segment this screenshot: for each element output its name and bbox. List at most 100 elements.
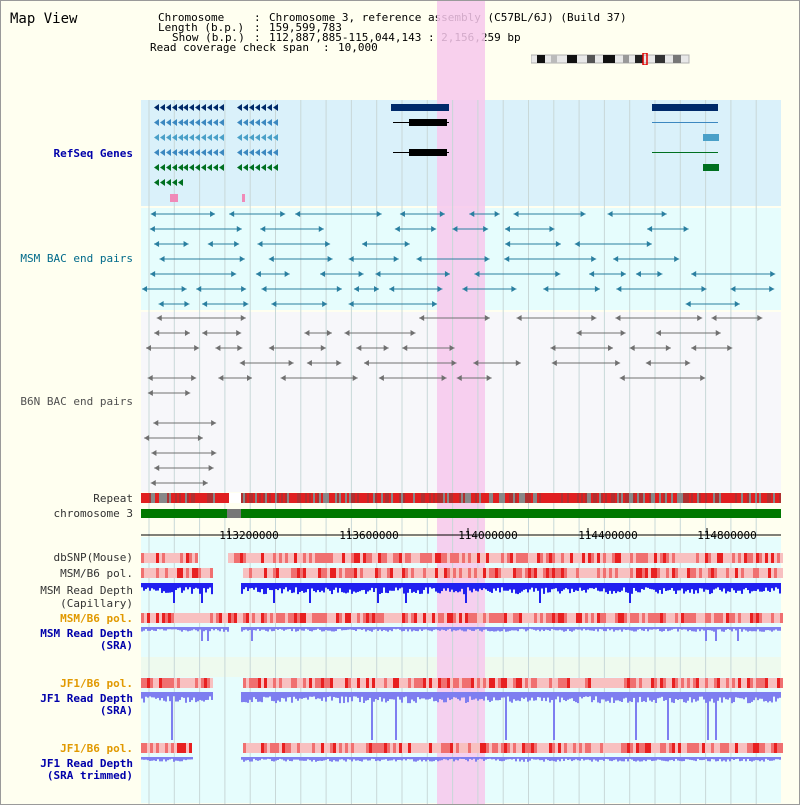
- jf1-b6-pol2-cell: [426, 743, 429, 753]
- msm-b6-pol2-cell: [216, 613, 219, 623]
- msm-capillary-depth-bar: [727, 583, 729, 592]
- repeat-segment: [709, 493, 711, 503]
- dbsnp-cell: [627, 553, 630, 563]
- jf1-sra-depth-bar: [247, 692, 249, 703]
- jf1-b6-pol-cell: [363, 678, 366, 688]
- jf1-b6-pol-cell: [255, 678, 258, 688]
- repeat-segment: [145, 493, 147, 503]
- msm-capillary-depth-bar: [383, 583, 385, 588]
- msm-sra-depth-bar: [187, 627, 189, 632]
- msm-capillary-depth-bar: [341, 583, 343, 593]
- msm-sra-depth-bar: [201, 627, 203, 641]
- jf1-sra-depth-bar: [765, 692, 767, 701]
- msm-sra-depth-bar: [427, 627, 429, 631]
- msm-bac-pair-end: [555, 241, 561, 247]
- msm-b6-pol-cell: [555, 568, 558, 578]
- repeat-segment: [733, 493, 735, 503]
- jf1-sra-trimmed-depth-bar: [247, 757, 249, 761]
- jf1-sra-depth-bar: [749, 692, 751, 704]
- jf1-sra-trimmed-depth-bar: [529, 757, 531, 761]
- msm-capillary-depth-bar: [497, 583, 499, 588]
- msm-b6-pol-cell: [357, 568, 360, 578]
- msm-sra-depth-bar: [389, 627, 391, 631]
- repeat-segment: [737, 493, 739, 503]
- repeat-segment: [249, 493, 251, 503]
- msm-b6-pol2-cell: [483, 613, 486, 623]
- msm-sra-depth-bar: [695, 627, 697, 632]
- msm-capillary-depth-bar: [591, 583, 593, 589]
- msm-sra-depth-bar: [263, 627, 265, 630]
- msm-b6-pol2-cell: [429, 613, 432, 623]
- msm-capillary-depth-bar: [275, 583, 277, 589]
- jf1-b6-pol-cell: [438, 678, 441, 688]
- jf1-b6-pol2-cell: [366, 743, 369, 753]
- repeat-segment: [471, 493, 473, 503]
- msm-sra-depth-bar: [325, 627, 327, 631]
- msm-capillary-depth-bar: [423, 583, 425, 590]
- msm-sra-depth-bar: [747, 627, 749, 632]
- repeat-segment: [557, 493, 559, 503]
- msm-b6-pol2-cell: [537, 613, 540, 623]
- msm-b6-pol2-cell: [303, 613, 306, 623]
- msm-sra-depth-bar: [561, 627, 563, 631]
- chromosome-ideogram[interactable]: [531, 53, 691, 65]
- msm-b6-pol2-cell: [261, 613, 264, 623]
- msm-sra-depth-bar: [507, 627, 509, 632]
- msm-b6-pol-cell: [726, 568, 729, 578]
- jf1-sra-depth-bar: [779, 692, 781, 698]
- jf1-sra-trimmed-depth-bar: [621, 757, 623, 762]
- repeat-segment: [459, 493, 461, 503]
- jf1-sra-depth-bar: [507, 692, 509, 697]
- msm-sra-depth-bar: [579, 627, 581, 630]
- msm-b6-pol-cell: [147, 568, 150, 578]
- dbsnp-cell: [279, 553, 282, 563]
- jf1-sra-depth-bar: [183, 692, 185, 698]
- msm-capillary-depth-bar: [149, 583, 151, 591]
- jf1-sra-trimmed-depth-bar: [717, 757, 719, 762]
- repeat-segment: [181, 493, 183, 503]
- msm-capillary-depth-bar: [545, 583, 547, 588]
- dbsnp-cell: [168, 553, 171, 563]
- msm-capillary-depth-bar: [333, 583, 335, 590]
- jf1-b6-pol-cell: [258, 678, 261, 688]
- msm-b6-pol-cell: [156, 568, 159, 578]
- repeat-segment: [527, 493, 529, 503]
- dbsnp-cell: [582, 553, 585, 563]
- jf1-sra-trimmed-depth-bar: [557, 757, 559, 760]
- jf1-b6-pol2-cell: [504, 743, 507, 753]
- jf1-sra-trimmed-depth-bar: [433, 757, 435, 762]
- b6n-bac-pair-end: [304, 330, 310, 336]
- jf1-sra-depth-bar: [189, 692, 191, 702]
- jf1-b6-pol2-cell: [702, 743, 705, 753]
- jf1-sra-trimmed-depth-bar: [241, 757, 243, 760]
- jf1-sra-trimmed-depth-bar: [265, 757, 267, 760]
- msm-b6-pol-cell: [387, 568, 390, 578]
- jf1-b6-pol-cell: [579, 678, 582, 688]
- jf1-sra-trimmed-depth-bar: [743, 757, 745, 760]
- msm-sra-depth-bar: [583, 627, 585, 629]
- dbsnp-cell: [747, 553, 750, 563]
- repeat-segment: [531, 493, 533, 503]
- repeat-segment: [525, 493, 527, 503]
- msm-sra-depth-bar: [585, 627, 587, 631]
- b6n-bac-pair-end: [156, 315, 162, 321]
- repeat-segment: [695, 493, 697, 503]
- msm-bac-pair-end: [769, 286, 775, 292]
- repeat-segment: [559, 493, 561, 503]
- refseq-exon-marker: [183, 164, 188, 171]
- msm-capillary-depth-bar: [171, 583, 173, 593]
- jf1-sra-depth-bar: [153, 692, 155, 698]
- repeat-segment: [361, 493, 363, 503]
- msm-bac-pair-end: [234, 241, 240, 247]
- jf1-sra-depth-bar: [559, 692, 561, 703]
- msm-capillary-depth-bar: [577, 583, 579, 591]
- dbsnp-cell: [606, 553, 609, 563]
- dbsnp-cell: [732, 553, 735, 563]
- dbsnp-cell: [363, 553, 366, 563]
- msm-sra-depth-bar: [769, 627, 771, 631]
- jf1-sra-trimmed-depth-bar: [767, 757, 769, 760]
- msm-sra-depth-bar: [285, 627, 287, 630]
- b6n-bac-pair-end: [697, 315, 703, 321]
- jf1-b6-pol-cell: [705, 678, 708, 688]
